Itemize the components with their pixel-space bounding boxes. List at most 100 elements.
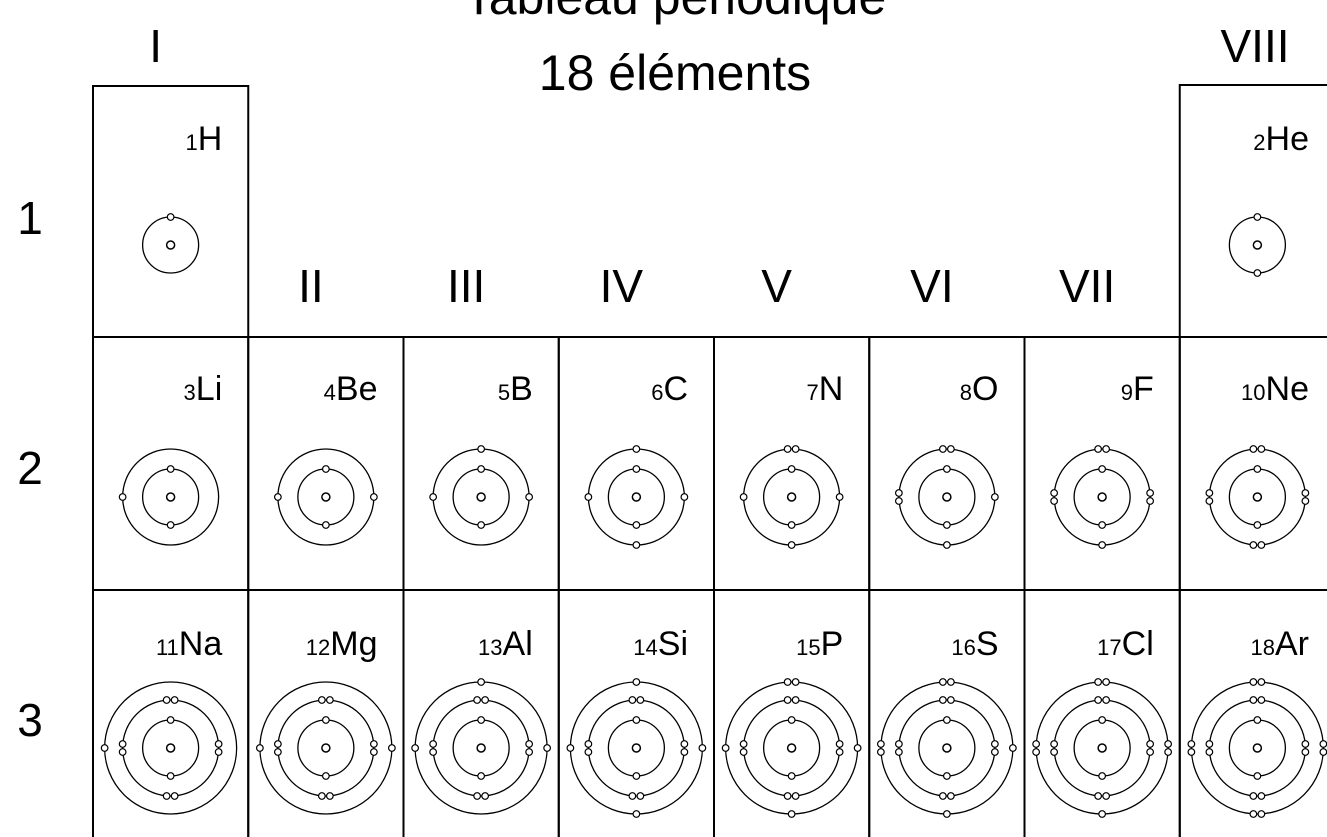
electron (894, 740, 903, 748)
electron (525, 748, 534, 756)
electron (632, 678, 641, 686)
atomic-number: 18 (1251, 635, 1275, 660)
electron (783, 696, 792, 704)
electron (1098, 521, 1107, 529)
atomic-number: 9 (1121, 380, 1133, 405)
atom-model (1050, 445, 1155, 549)
atomic-number: 17 (1097, 635, 1121, 660)
element-symbol: N (819, 370, 844, 408)
electron (835, 748, 844, 756)
electron (783, 792, 792, 800)
atom-model (584, 445, 689, 549)
electron (876, 748, 885, 756)
element-cell (713, 336, 871, 591)
electron (1094, 792, 1103, 800)
electron (1249, 678, 1258, 686)
atom-model (1032, 678, 1173, 818)
electron (481, 792, 490, 800)
electron (543, 744, 552, 752)
atom-model (429, 445, 534, 546)
nucleus (476, 743, 486, 753)
electron (739, 740, 748, 748)
electron (1098, 716, 1107, 724)
electron (1319, 740, 1327, 748)
electron (1098, 772, 1107, 780)
element-cell (247, 589, 405, 837)
electron (273, 493, 282, 501)
element-label: 15P (796, 625, 843, 663)
electron (369, 493, 378, 501)
electron-shell (1190, 681, 1325, 815)
electron (1257, 810, 1266, 818)
nucleus (1097, 492, 1107, 502)
atomic-number: 13 (478, 635, 502, 660)
element-symbol: Si (658, 625, 688, 663)
electron (1102, 696, 1111, 704)
element-symbol: Be (336, 370, 378, 408)
electron (170, 792, 179, 800)
element-symbol: S (976, 625, 999, 663)
atom-model (118, 448, 220, 546)
electron (894, 748, 903, 756)
electron-shell (1053, 699, 1151, 797)
electron (317, 696, 326, 704)
electron (787, 465, 796, 473)
electron (632, 541, 641, 549)
element-label: 1H (185, 120, 222, 158)
electron (1050, 489, 1059, 497)
electron (477, 716, 486, 724)
electron (680, 493, 689, 501)
electron (942, 541, 951, 549)
atom-model (739, 445, 844, 549)
electron (942, 772, 951, 780)
electron (1050, 740, 1059, 748)
electron (1187, 748, 1196, 756)
electron (1301, 497, 1310, 505)
electron (632, 465, 641, 473)
electron (166, 465, 175, 473)
nucleus (476, 492, 486, 502)
electron (938, 792, 947, 800)
electron (369, 740, 378, 748)
electron (835, 740, 844, 748)
element-cell (868, 589, 1026, 837)
element-symbol: F (1133, 370, 1154, 408)
element-label: 17Cl (1097, 625, 1154, 663)
period-label: 2 (17, 442, 43, 494)
atomic-number: 5 (498, 380, 510, 405)
atomic-number: 4 (324, 380, 336, 405)
element-label: 2He (1253, 120, 1309, 158)
atomic-number: 10 (1241, 380, 1265, 405)
electron (321, 716, 330, 724)
element-label: 4Be (324, 370, 378, 408)
element-label: 5B (498, 370, 533, 408)
electron-shell (432, 699, 530, 797)
electron (525, 493, 534, 501)
atom-model (141, 213, 200, 274)
atom-model (876, 678, 1017, 818)
element-label: 9F (1121, 370, 1154, 408)
nucleus (165, 743, 176, 753)
electron (1249, 792, 1258, 800)
electron (321, 521, 330, 529)
atom-model (1205, 445, 1310, 549)
electron (791, 696, 800, 704)
nucleus (631, 492, 642, 502)
electron-shell (1208, 448, 1307, 546)
electron (1253, 521, 1262, 529)
electron (477, 521, 486, 529)
period-label: 1 (17, 192, 43, 244)
atom-model (721, 678, 862, 818)
title-line-2: 18 éléments (539, 45, 811, 101)
group-label: VII (1059, 260, 1115, 312)
electron (1187, 740, 1196, 748)
element-symbol: He (1266, 120, 1309, 158)
electron (946, 792, 955, 800)
electron (942, 810, 951, 818)
element-symbol: H (198, 120, 223, 158)
electron (876, 740, 885, 748)
electron (118, 748, 127, 756)
atom-model (255, 681, 396, 815)
element-symbol: Na (179, 625, 223, 663)
